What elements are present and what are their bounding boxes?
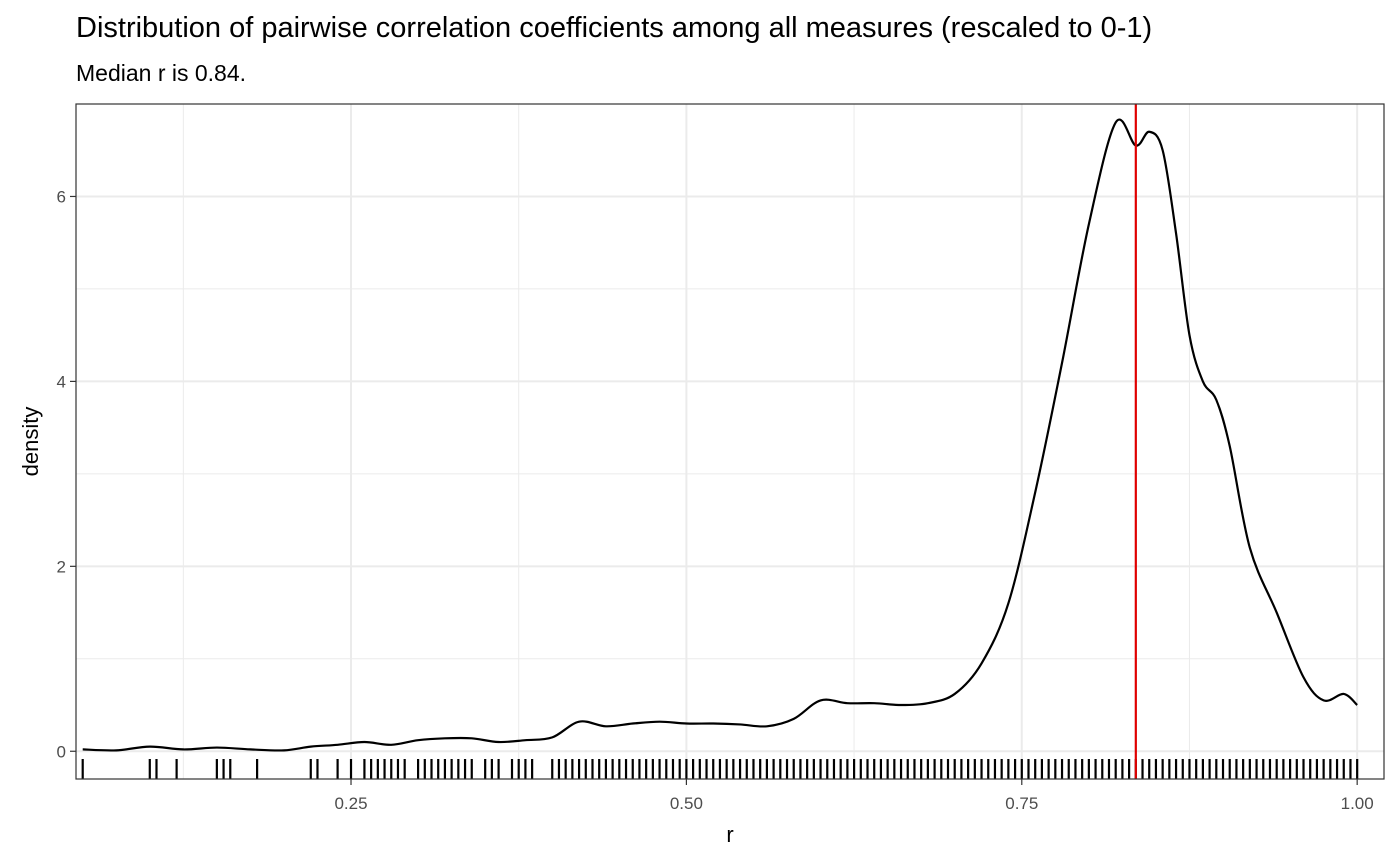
y-tick-label: 6 [57,187,66,206]
data-layer [82,104,1358,779]
panel-border [75,103,1385,780]
x-tick-label: 0.75 [1005,794,1038,813]
x-tick-label: 0.25 [334,794,367,813]
x-axis-title: r [726,822,733,847]
axes: 0.25 0.50 0.75 1.00 0 2 4 6 [57,187,1374,813]
rug-marks [81,759,1359,779]
x-tick-label: 0.50 [670,794,703,813]
chart-title: Distribution of pairwise correlation coe… [76,12,1153,44]
chart-subtitle: Median r is 0.84. [76,60,247,86]
major-gridlines [76,104,1384,779]
density-curve [82,118,1358,752]
y-tick-label: 0 [57,742,66,761]
y-tick-label: 4 [57,372,66,391]
x-tick-label: 1.00 [1341,794,1374,813]
y-tick-label: 2 [57,557,66,576]
y-axis-title: density [18,407,43,477]
minor-gridlines [76,103,1384,779]
